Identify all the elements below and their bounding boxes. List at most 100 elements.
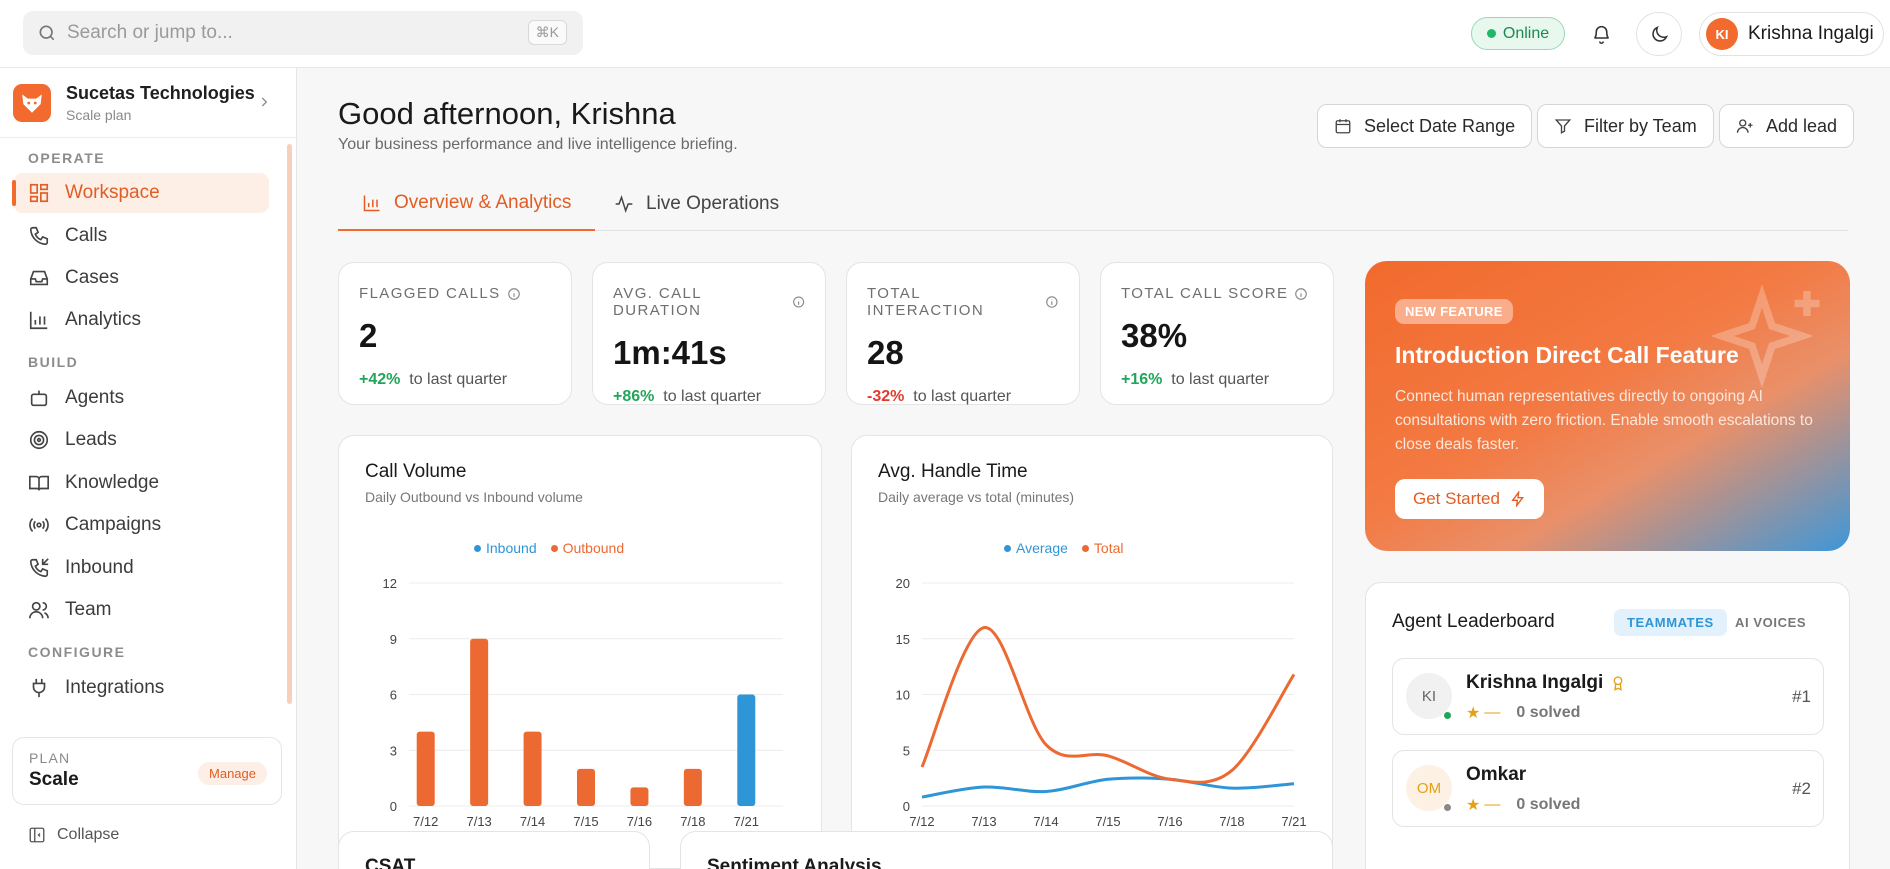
sidebar-item-workspace[interactable]: Workspace <box>12 173 269 213</box>
manage-plan-button[interactable]: Manage <box>198 762 267 785</box>
collapse-label: Collapse <box>57 826 120 843</box>
x-tick-label: 7/15 <box>573 814 598 829</box>
page-title: Good afternoon, Krishna <box>338 96 676 131</box>
x-tick-label: 7/12 <box>909 814 934 829</box>
x-tick-label: 7/12 <box>413 814 438 829</box>
y-tick-label: 3 <box>390 743 397 758</box>
filter-by-team-button[interactable]: Filter by Team <box>1537 104 1714 148</box>
theme-toggle-button[interactable] <box>1636 12 1682 56</box>
leaderboard-row[interactable]: KI Krishna Ingalgi ★ —0 solved #1 <box>1392 658 1824 735</box>
sidebar-item-cases[interactable]: Cases <box>14 258 269 298</box>
calendar-icon <box>1335 119 1351 134</box>
info-icon[interactable] <box>1294 287 1308 301</box>
collapse-sidebar-button[interactable]: Collapse <box>28 826 119 844</box>
line-average <box>921 776 1295 799</box>
info-icon[interactable] <box>792 295 805 309</box>
zap-icon <box>1511 491 1524 507</box>
user-name: Krishna Ingalgi <box>1748 23 1874 44</box>
sidebar-item-label: Inbound <box>65 557 134 578</box>
y-tick-label: 15 <box>896 632 910 647</box>
x-tick-label: 7/21 <box>1281 814 1306 829</box>
bar-chart-icon <box>29 311 48 330</box>
legend-inbound[interactable]: Inbound <box>474 540 537 556</box>
offline-indicator <box>1443 803 1452 812</box>
x-tick-label: 7/13 <box>466 814 491 829</box>
stat-card-avg-call-duration: AVG. CALL DURATION 1m:41s +86% to last q… <box>592 262 826 405</box>
search-icon <box>39 25 55 41</box>
phone-incoming-icon <box>29 558 49 578</box>
legend-total[interactable]: Total <box>1081 540 1123 556</box>
sidebar-item-label: Campaigns <box>65 514 162 535</box>
stat-suffix: to last quarter <box>409 371 508 388</box>
notifications-button[interactable] <box>1578 12 1624 56</box>
search-bar[interactable]: Search or jump to... ⌘K <box>23 11 583 55</box>
user-menu[interactable]: KI Krishna Ingalgi <box>1699 12 1884 56</box>
legend-average[interactable]: Average <box>1004 540 1068 556</box>
sidebar-item-integrations[interactable]: Integrations <box>14 668 269 708</box>
agent-name: Krishna Ingalgi <box>1466 672 1604 693</box>
toggle-ai-voices[interactable]: AI VOICES <box>1735 615 1807 630</box>
add-lead-button[interactable]: Add lead <box>1719 104 1855 148</box>
broadcast-icon <box>29 518 49 532</box>
x-tick-label: 7/16 <box>627 814 652 829</box>
search-input[interactable]: Search or jump to... <box>67 22 233 43</box>
get-started-label: Get Started <box>1413 489 1500 508</box>
sidebar-item-knowledge[interactable]: Knowledge <box>14 463 269 503</box>
leaderboard-title: Agent Leaderboard <box>1392 611 1555 632</box>
get-started-button[interactable]: Get Started <box>1395 479 1544 519</box>
sparkle-icon <box>1712 284 1820 388</box>
sidebar-item-campaigns[interactable]: Campaigns <box>14 505 269 545</box>
org-switcher[interactable]: Sucetas Technologies Scale plan <box>0 68 297 138</box>
sidebar-item-inbound[interactable]: Inbound <box>14 548 269 588</box>
filter-icon <box>1554 119 1572 134</box>
chart-title: Avg. Handle Time <box>878 461 1028 482</box>
tab-label: Live Operations <box>646 192 780 214</box>
toggle-teammates[interactable]: TEAMMATES <box>1614 609 1727 636</box>
sidebar-scrollbar[interactable] <box>287 144 292 704</box>
info-icon[interactable] <box>1045 295 1059 309</box>
book-open-icon <box>29 475 49 491</box>
section-configure: CONFIGURE <box>28 644 126 660</box>
sidebar-item-label: Team <box>65 599 112 620</box>
sidebar-item-label: Calls <box>65 225 108 246</box>
sidebar-item-label: Knowledge <box>65 472 160 493</box>
info-icon[interactable] <box>507 287 521 301</box>
stat-suffix: to last quarter <box>663 388 762 405</box>
stat-suffix: to last quarter <box>1171 371 1270 388</box>
x-tick-label: 7/21 <box>734 814 759 829</box>
avg-handle-time-card: 0 5 10 15 20 7/12 7/13 7/14 7/15 7/16 7/18 7/21 Avg… <box>851 435 1333 869</box>
csat-card: CSAT <box>338 831 650 869</box>
x-tick-label: 7/18 <box>1219 814 1244 829</box>
call-volume-card: 0 3 6 9 12 7/12 7/13 7/14 7/15 7/16 7/18 7/21 Call … <box>338 435 822 869</box>
date-button-label: Select Date Range <box>1364 115 1516 136</box>
online-indicator <box>1443 711 1452 720</box>
x-tick-label: 7/14 <box>520 814 545 829</box>
sidebar-item-label: Workspace <box>65 182 160 203</box>
sidebar-item-team[interactable]: Team <box>14 590 269 630</box>
tab-overview-analytics[interactable]: Overview & Analytics <box>338 176 596 231</box>
agent-rating: — <box>1484 796 1501 813</box>
x-tick-label: 7/13 <box>971 814 996 829</box>
sidebar-item-agents[interactable]: Agents <box>14 378 269 418</box>
legend-outbound[interactable]: Outbound <box>550 540 624 556</box>
leaderboard-row[interactable]: OM Omkar ★ —0 solved #2 <box>1392 750 1824 827</box>
sidebar-item-calls[interactable]: Calls <box>14 216 269 256</box>
sidebar-item-label: Cases <box>65 267 119 288</box>
y-tick-label: 20 <box>896 576 910 591</box>
section-build: BUILD <box>28 354 79 370</box>
sidebar-item-leads[interactable]: Leads <box>14 420 269 460</box>
add-lead-label: Add lead <box>1766 115 1838 136</box>
y-tick-label: 0 <box>903 799 910 814</box>
shortcut-hint: ⌘K <box>527 20 567 45</box>
select-date-range-button[interactable]: Select Date Range <box>1317 104 1533 148</box>
chart-legend: Average Total <box>1004 540 1123 556</box>
fox-logo-icon <box>22 93 42 113</box>
users-icon <box>29 601 49 619</box>
call-volume-plot: 0 3 6 9 12 7/12 7/13 7/14 7/15 7/16 7/18 7/21 <box>383 576 783 829</box>
stat-suffix: to last quarter <box>913 388 1012 405</box>
sidebar-item-analytics[interactable]: Analytics <box>14 300 269 340</box>
x-tick-label: 7/15 <box>1095 814 1120 829</box>
y-tick-label: 10 <box>896 688 910 703</box>
star-icon: ★ <box>1466 705 1481 722</box>
tab-live-operations[interactable]: Live Operations <box>614 176 779 231</box>
